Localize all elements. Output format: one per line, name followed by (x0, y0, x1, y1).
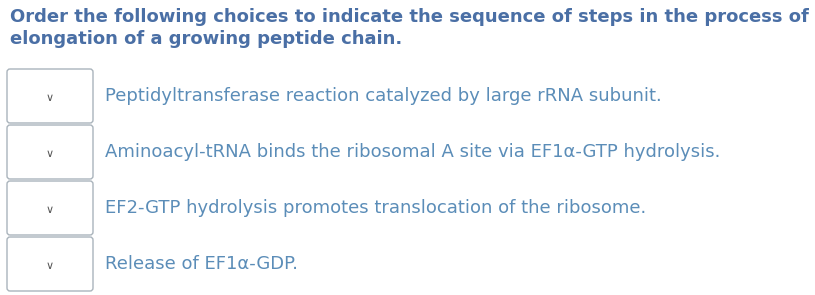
Text: ∨: ∨ (46, 205, 54, 215)
Text: Order the following choices to indicate the sequence of steps in the process of: Order the following choices to indicate … (10, 8, 808, 26)
Text: ∨: ∨ (46, 261, 54, 271)
Text: Release of EF1α-GDP.: Release of EF1α-GDP. (105, 255, 298, 273)
Text: Peptidyltransferase reaction catalyzed by large rRNA subunit.: Peptidyltransferase reaction catalyzed b… (105, 87, 662, 105)
Text: ∨: ∨ (46, 149, 54, 159)
Text: ∨: ∨ (46, 93, 54, 103)
FancyBboxPatch shape (7, 237, 93, 291)
Text: Aminoacyl-tRNA binds the ribosomal A site via EF1α-GTP hydrolysis.: Aminoacyl-tRNA binds the ribosomal A sit… (105, 143, 720, 161)
Text: elongation of a growing peptide chain.: elongation of a growing peptide chain. (10, 30, 403, 48)
FancyBboxPatch shape (7, 181, 93, 235)
FancyBboxPatch shape (7, 125, 93, 179)
Text: EF2-GTP hydrolysis promotes translocation of the ribosome.: EF2-GTP hydrolysis promotes translocatio… (105, 199, 646, 217)
FancyBboxPatch shape (7, 69, 93, 123)
